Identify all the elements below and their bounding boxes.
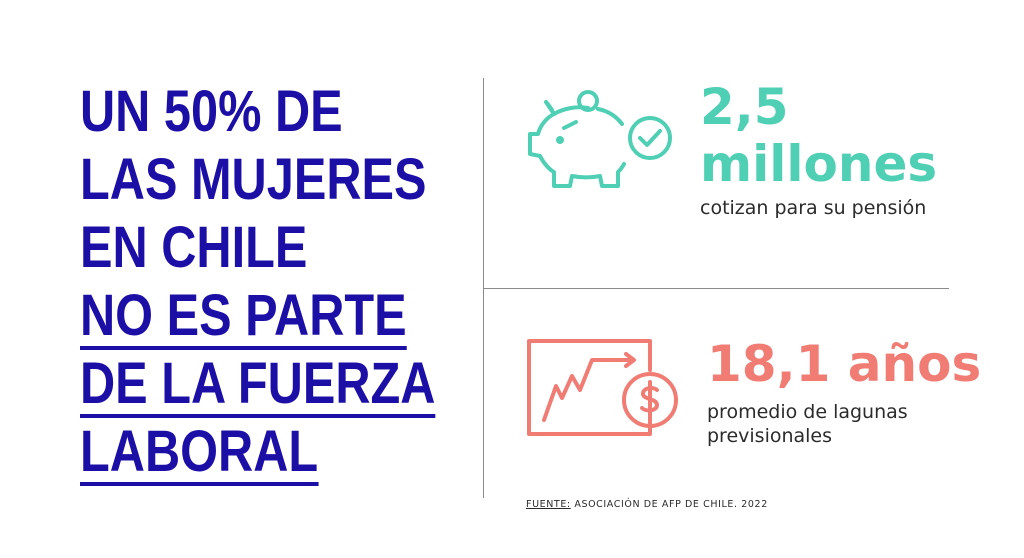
piggy-bank-check-icon (528, 90, 672, 188)
stat2-number: 18,1 años (707, 335, 982, 393)
headline-line-4: NO ES PARTE (80, 283, 407, 350)
headline-line-3: EN CHILE (80, 215, 308, 280)
headline-line-5: DE LA FUERZA (80, 351, 436, 418)
stat1-caption: cotizan para su pensión (700, 197, 927, 219)
headline-line-6: LABORAL (80, 419, 319, 486)
headline-line-2: LAS MUJERES (80, 147, 427, 212)
horizontal-divider (483, 288, 949, 289)
stat2-caption-line-1: promedio de lagunas (707, 401, 908, 423)
source-note: FUENTE: ASOCIACIÓN DE AFP DE CHILE. 2022 (526, 499, 768, 510)
headline-line-1: UN 50% DE (80, 79, 343, 144)
headline: UN 50% DE LAS MUJERES EN CHILE NO ES PAR… (80, 78, 436, 486)
chart-dollar-icon (527, 339, 678, 436)
source-label: FUENTE: (526, 499, 571, 510)
stat2-caption-line-2: previsionales (707, 425, 833, 447)
source-text: ASOCIACIÓN DE AFP DE CHILE. 2022 (574, 499, 768, 510)
stat1-unit: millones (700, 135, 938, 193)
stat1-number: 2,5 (700, 78, 789, 136)
